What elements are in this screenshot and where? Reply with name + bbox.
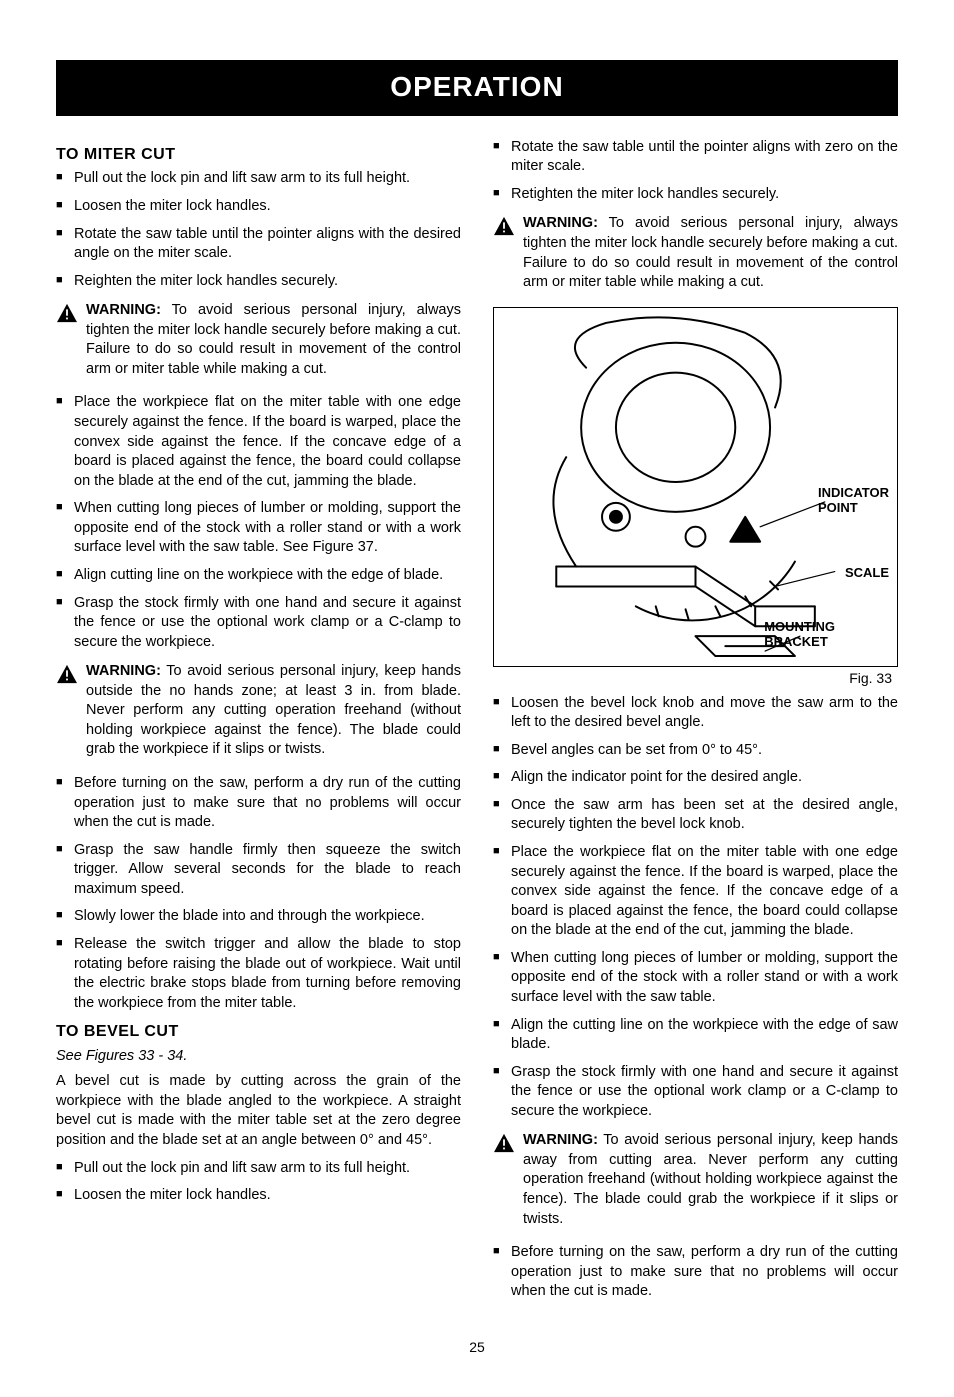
list-item: When cutting long pieces of lumber or mo…	[56, 499, 461, 558]
left-column: TO MITER CUT Pull out the lock pin and l…	[56, 138, 461, 1310]
list-item: Place the workpiece flat on the miter ta…	[56, 393, 461, 491]
list-item: Grasp the stock firmly with one hand and…	[493, 1063, 898, 1122]
warning-label: WARNING:	[523, 215, 598, 231]
right-column: Rotate the saw table until the pointer a…	[493, 138, 898, 1310]
list-item: Reighten the miter lock handles securely…	[56, 272, 461, 292]
list-item: Pull out the lock pin and lift saw arm t…	[56, 169, 461, 189]
warning-label: WARNING:	[523, 1132, 598, 1148]
figure-33: INDICATOR POINT SCALE MOUNTING BRACKET F…	[493, 307, 898, 688]
warning-block: WARNING: To avoid serious personal injur…	[56, 301, 461, 379]
figure-caption: Fig. 33	[493, 669, 898, 688]
figure-label-indicator: INDICATOR POINT	[818, 486, 889, 516]
page-number: 25	[56, 1338, 898, 1357]
miter-steps-b: Place the workpiece flat on the miter ta…	[56, 393, 461, 652]
list-item: Loosen the miter lock handles.	[56, 197, 461, 217]
list-item: Align cutting line on the workpiece with…	[56, 566, 461, 586]
list-item: Align the cutting line on the workpiece …	[493, 1016, 898, 1055]
warning-block: WARNING: To avoid serious personal injur…	[493, 214, 898, 292]
warning-text: WARNING: To avoid serious personal injur…	[86, 301, 461, 379]
list-item: Rotate the saw table until the pointer a…	[56, 225, 461, 264]
warning-icon	[493, 1133, 515, 1153]
top-steps: Rotate the saw table until the pointer a…	[493, 138, 898, 205]
list-item: Once the saw arm has been set at the des…	[493, 796, 898, 835]
list-item: Loosen the bevel lock knob and move the …	[493, 694, 898, 733]
list-item: Before turning on the saw, perform a dry…	[493, 1243, 898, 1302]
warning-text: WARNING: To avoid serious personal injur…	[523, 214, 898, 292]
warning-label: WARNING:	[86, 663, 161, 679]
list-item: Grasp the saw handle firmly then squeeze…	[56, 841, 461, 900]
miter-steps-c: Before turning on the saw, perform a dry…	[56, 774, 461, 1013]
bevel-steps-c: Before turning on the saw, perform a dry…	[493, 1243, 898, 1302]
list-item: Bevel angles can be set from 0° to 45°.	[493, 741, 898, 761]
heading-bevel-cut: TO BEVEL CUT	[56, 1021, 461, 1043]
miter-steps-a: Pull out the lock pin and lift saw arm t…	[56, 169, 461, 291]
list-item: Place the workpiece flat on the miter ta…	[493, 843, 898, 941]
bevel-steps-a: Pull out the lock pin and lift saw arm t…	[56, 1159, 461, 1206]
list-item: When cutting long pieces of lumber or mo…	[493, 949, 898, 1008]
figure-label-scale: SCALE	[845, 566, 889, 581]
warning-text: WARNING: To avoid serious personal injur…	[523, 1131, 898, 1229]
warning-block: WARNING: To avoid serious personal injur…	[493, 1131, 898, 1229]
warning-block: WARNING: To avoid serious personal injur…	[56, 662, 461, 760]
list-item: Release the switch trigger and allow the…	[56, 935, 461, 1013]
bevel-steps-b: Loosen the bevel lock knob and move the …	[493, 694, 898, 1122]
list-item: Slowly lower the blade into and through …	[56, 907, 461, 927]
list-item: Before turning on the saw, perform a dry…	[56, 774, 461, 833]
list-item: Align the indicator point for the desire…	[493, 768, 898, 788]
section-banner: OPERATION	[56, 60, 898, 116]
warning-text: WARNING: To avoid serious personal injur…	[86, 662, 461, 760]
list-item: Grasp the stock firmly with one hand and…	[56, 594, 461, 653]
figure-box: INDICATOR POINT SCALE MOUNTING BRACKET	[493, 307, 898, 667]
heading-miter-cut: TO MITER CUT	[56, 144, 461, 166]
bevel-intro: A bevel cut is made by cutting across th…	[56, 1072, 461, 1150]
list-item: Retighten the miter lock handles securel…	[493, 185, 898, 205]
two-column-layout: TO MITER CUT Pull out the lock pin and l…	[56, 138, 898, 1310]
figure-label-mounting: MOUNTING BRACKET	[764, 620, 835, 650]
list-item: Pull out the lock pin and lift saw arm t…	[56, 1159, 461, 1179]
warning-label: WARNING:	[86, 302, 161, 318]
list-item: Rotate the saw table until the pointer a…	[493, 138, 898, 177]
list-item: Loosen the miter lock handles.	[56, 1186, 461, 1206]
warning-icon	[56, 303, 78, 323]
warning-icon	[493, 216, 515, 236]
warning-icon	[56, 664, 78, 684]
figure-reference: See Figures 33 - 34.	[56, 1047, 461, 1067]
